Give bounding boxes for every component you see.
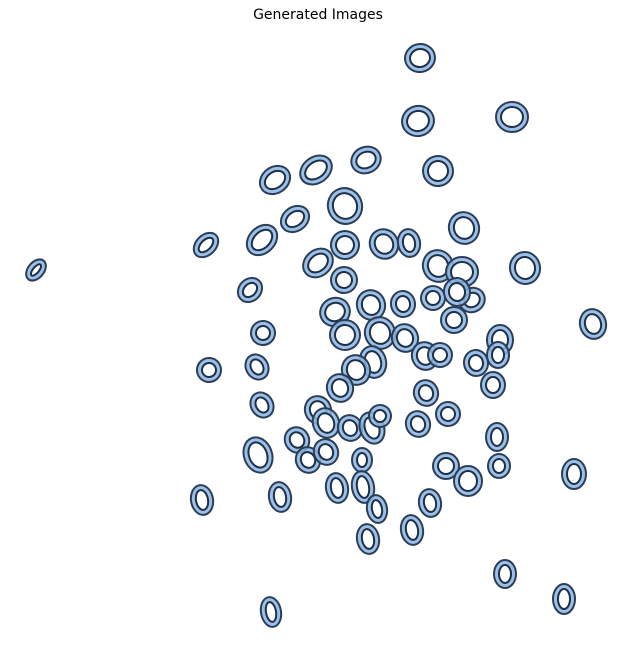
digit-zero-mark <box>355 523 381 555</box>
digit-zero-mark <box>422 155 454 187</box>
digit-zero-mark <box>258 164 292 196</box>
digit-zero-mark <box>442 277 472 307</box>
digit-zero-mark <box>404 410 432 438</box>
digit-zero-mark <box>196 357 222 383</box>
digit-zero-mark <box>330 266 358 294</box>
digit-zero-mark <box>495 101 529 133</box>
digit-zero-mark <box>368 404 392 428</box>
digit-zero-mark <box>485 422 509 452</box>
digit-zero-mark <box>350 470 376 504</box>
digit-zero-mark <box>447 211 481 245</box>
digit-zero-mark <box>368 228 400 260</box>
digit-zero-mark <box>244 353 270 381</box>
digit-zero-mark <box>350 145 382 175</box>
digit-zero-mark <box>355 289 387 321</box>
digit-zero-mark <box>330 230 360 260</box>
digit-zero-mark <box>319 296 351 328</box>
digit-zero-mark <box>578 308 608 340</box>
digit-zero-mark <box>259 596 283 628</box>
digit-zero-mark <box>389 290 417 318</box>
digit-zero-mark <box>401 104 435 138</box>
digit-zero-mark <box>561 458 587 490</box>
digit-zero-mark <box>236 276 264 304</box>
digit-zero-mark <box>326 187 364 225</box>
figure-title: Generated Images <box>253 7 383 23</box>
digit-zero-mark <box>435 401 461 427</box>
digit-zero-mark <box>390 323 420 353</box>
digit-zero-mark <box>312 438 340 466</box>
digit-zero-mark <box>486 341 510 369</box>
digit-zero-mark <box>412 379 440 407</box>
digit-zero-mark <box>487 453 511 479</box>
digit-zero-mark <box>462 349 490 377</box>
digit-zero-mark <box>299 154 333 186</box>
digit-zero-mark <box>302 247 334 279</box>
digit-zero-mark <box>336 414 364 442</box>
digit-zero-mark <box>311 407 341 439</box>
digit-zero-mark <box>440 306 468 334</box>
digit-zero-mark <box>245 223 279 257</box>
digit-zero-mark <box>242 436 274 474</box>
digit-zero-mark <box>427 342 453 368</box>
digit-zero-mark <box>432 452 460 480</box>
digit-zero-mark <box>267 481 293 513</box>
digit-zero-mark <box>404 42 436 74</box>
digit-zero-mark <box>365 494 389 524</box>
digit-zero-mark <box>25 258 47 282</box>
digit-zero-mark <box>363 316 397 350</box>
digit-zero-mark <box>283 426 311 454</box>
digit-zero-mark <box>325 373 355 403</box>
digit-zero-mark <box>324 472 350 504</box>
digit-zero-mark <box>189 484 215 516</box>
digit-zero-mark <box>329 319 361 351</box>
digit-zero-mark <box>453 465 483 497</box>
digit-zero-mark <box>250 320 276 346</box>
digit-zero-mark <box>192 231 220 259</box>
digit-zero-mark <box>417 488 443 518</box>
digit-zero-mark <box>552 583 576 615</box>
digit-zero-mark <box>399 514 425 546</box>
digit-zero-mark <box>420 285 446 311</box>
digit-zero-mark <box>493 559 517 589</box>
digit-zero-mark <box>279 204 311 234</box>
digit-zero-mark <box>508 251 542 285</box>
digit-zero-mark <box>249 391 275 419</box>
digit-zero-mark <box>480 371 506 399</box>
digit-zero-mark <box>351 447 373 473</box>
digit-zero-mark <box>396 228 422 258</box>
